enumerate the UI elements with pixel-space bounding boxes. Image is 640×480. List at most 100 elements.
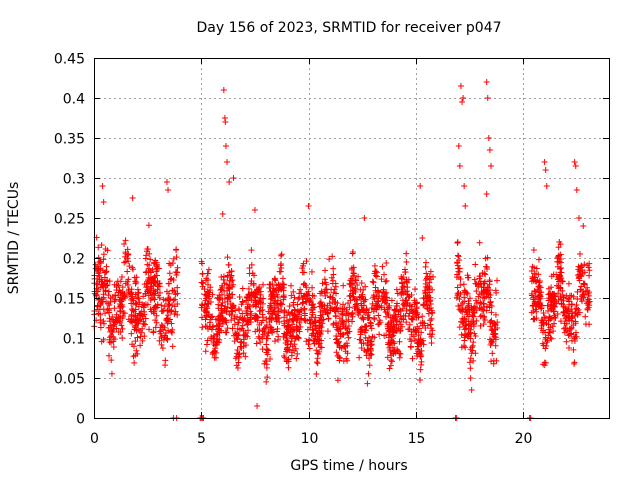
data-point (130, 307, 137, 314)
data-point (220, 87, 227, 93)
data-point (261, 325, 268, 332)
data-point (224, 254, 231, 261)
data-point (344, 329, 351, 336)
data-point (263, 341, 270, 348)
data-point (477, 299, 484, 306)
data-point (391, 347, 398, 354)
data-point (312, 319, 319, 326)
data-point (250, 302, 257, 309)
data-point (143, 252, 150, 259)
data-point (112, 317, 119, 324)
data-point (198, 304, 205, 311)
data-point (204, 281, 211, 288)
data-point (285, 356, 292, 363)
data-point (574, 272, 581, 279)
data-point (219, 315, 226, 322)
data-point (333, 349, 340, 356)
data-point (546, 329, 553, 336)
data-point (582, 313, 589, 320)
data-point (330, 321, 337, 328)
data-point (386, 365, 393, 372)
data-point (152, 257, 159, 264)
data-point (482, 271, 489, 278)
data-point (165, 187, 172, 193)
data-point (351, 287, 358, 294)
data-point (409, 355, 416, 362)
data-point (199, 270, 206, 277)
data-point (337, 331, 344, 338)
data-point (557, 318, 564, 325)
data-point (575, 306, 582, 313)
data-point (135, 289, 142, 296)
data-point (332, 304, 339, 311)
data-point (373, 293, 380, 300)
data-point (357, 331, 364, 338)
data-point (146, 262, 153, 269)
data-point (316, 348, 323, 355)
data-point (486, 147, 493, 153)
data-point (283, 334, 290, 341)
data-point (287, 282, 294, 289)
data-point (99, 281, 106, 288)
data-point (202, 348, 209, 355)
data-point (391, 307, 398, 314)
data-point (551, 300, 558, 307)
data-point (421, 301, 428, 308)
data-point (144, 245, 151, 252)
data-point (575, 263, 582, 270)
data-point (574, 288, 581, 295)
data-point (199, 260, 206, 267)
data-point (319, 309, 326, 316)
data-point (248, 280, 255, 287)
data-point (100, 199, 107, 205)
y-tick-label: 0.4 (63, 92, 85, 108)
data-point (469, 306, 476, 313)
data-point (303, 284, 310, 291)
data-point (128, 330, 135, 337)
data-point (285, 364, 292, 371)
data-point (297, 286, 304, 293)
data-point (458, 318, 465, 325)
data-point (568, 306, 575, 313)
data-point (280, 353, 287, 360)
data-point (245, 319, 252, 326)
data-point (256, 284, 263, 291)
data-point (131, 359, 138, 366)
data-point (393, 302, 400, 309)
data-point (308, 332, 315, 339)
data-point (122, 237, 129, 244)
data-point (121, 241, 128, 248)
data-point (407, 343, 414, 350)
data-point (158, 302, 165, 309)
data-point (97, 284, 104, 291)
data-point (232, 329, 239, 336)
data-point (115, 282, 122, 289)
data-point (131, 319, 138, 326)
data-point (283, 346, 290, 353)
data-point (121, 259, 128, 266)
data-point (462, 306, 469, 313)
data-point (302, 317, 309, 324)
data-point (286, 303, 293, 310)
data-point (151, 304, 158, 311)
data-point (228, 312, 235, 319)
data-point (301, 306, 308, 313)
data-point (159, 345, 166, 352)
data-point (242, 353, 249, 360)
data-point (543, 342, 550, 349)
data-point (408, 292, 415, 299)
data-point (332, 313, 339, 320)
data-point (294, 324, 301, 331)
data-point (199, 283, 206, 290)
data-point (553, 282, 560, 289)
data-point (460, 281, 467, 288)
data-point (208, 326, 215, 333)
data-point (480, 307, 487, 314)
data-point (148, 276, 155, 283)
data-point (163, 329, 170, 336)
data-point (405, 276, 412, 283)
data-point (470, 357, 477, 364)
data-point (568, 337, 575, 344)
data-point (215, 325, 222, 332)
